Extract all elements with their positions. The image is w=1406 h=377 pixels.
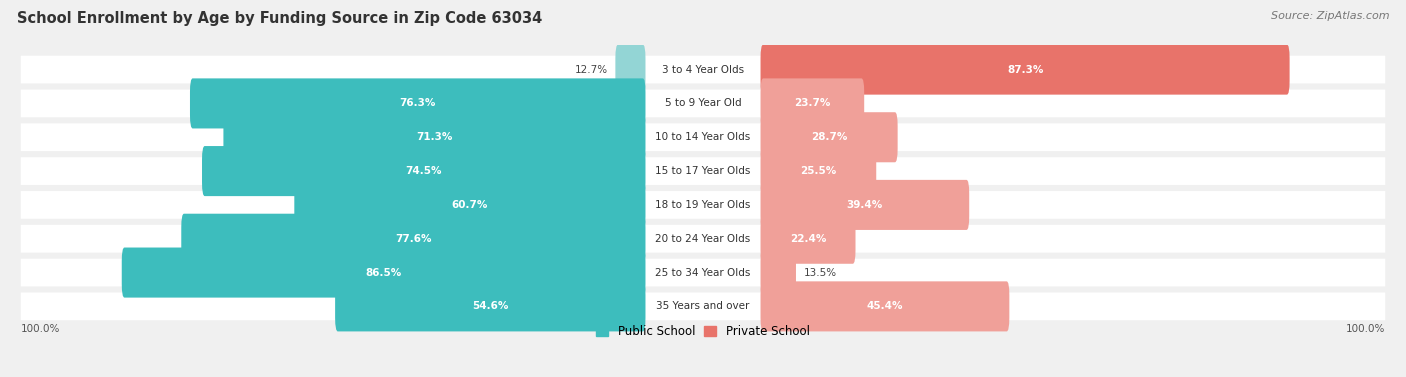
Text: 5 to 9 Year Old: 5 to 9 Year Old [665, 98, 741, 109]
FancyBboxPatch shape [21, 259, 1385, 287]
Text: 35 Years and over: 35 Years and over [657, 301, 749, 311]
Text: 15 to 17 Year Olds: 15 to 17 Year Olds [655, 166, 751, 176]
Text: 10 to 14 Year Olds: 10 to 14 Year Olds [655, 132, 751, 142]
Text: 74.5%: 74.5% [405, 166, 441, 176]
FancyBboxPatch shape [122, 248, 645, 297]
Text: 54.6%: 54.6% [472, 301, 509, 311]
FancyBboxPatch shape [761, 248, 796, 297]
FancyBboxPatch shape [190, 78, 645, 129]
FancyBboxPatch shape [761, 44, 1289, 95]
Text: 25 to 34 Year Olds: 25 to 34 Year Olds [655, 268, 751, 277]
FancyBboxPatch shape [21, 225, 1385, 253]
FancyBboxPatch shape [616, 44, 645, 95]
Text: 28.7%: 28.7% [811, 132, 848, 142]
FancyBboxPatch shape [21, 191, 1385, 219]
Text: 87.3%: 87.3% [1007, 64, 1043, 75]
Text: 39.4%: 39.4% [846, 200, 883, 210]
Text: 60.7%: 60.7% [451, 200, 488, 210]
FancyBboxPatch shape [21, 90, 1385, 117]
Text: 86.5%: 86.5% [366, 268, 402, 277]
Text: 25.5%: 25.5% [800, 166, 837, 176]
Text: Source: ZipAtlas.com: Source: ZipAtlas.com [1271, 11, 1389, 21]
FancyBboxPatch shape [181, 214, 645, 264]
FancyBboxPatch shape [761, 281, 1010, 331]
FancyBboxPatch shape [294, 180, 645, 230]
Text: 20 to 24 Year Olds: 20 to 24 Year Olds [655, 234, 751, 244]
FancyBboxPatch shape [21, 123, 1385, 151]
Text: 45.4%: 45.4% [866, 301, 903, 311]
Text: 76.3%: 76.3% [399, 98, 436, 109]
FancyBboxPatch shape [224, 112, 645, 162]
FancyBboxPatch shape [335, 281, 645, 331]
FancyBboxPatch shape [21, 157, 1385, 185]
Text: 22.4%: 22.4% [790, 234, 827, 244]
Text: 71.3%: 71.3% [416, 132, 453, 142]
FancyBboxPatch shape [21, 293, 1385, 320]
Legend: Public School, Private School: Public School, Private School [592, 320, 814, 343]
FancyBboxPatch shape [761, 112, 897, 162]
FancyBboxPatch shape [761, 214, 855, 264]
Text: 23.7%: 23.7% [794, 98, 831, 109]
Text: 77.6%: 77.6% [395, 234, 432, 244]
Text: 100.0%: 100.0% [21, 324, 60, 334]
Text: 100.0%: 100.0% [1346, 324, 1385, 334]
FancyBboxPatch shape [202, 146, 645, 196]
Text: 13.5%: 13.5% [803, 268, 837, 277]
FancyBboxPatch shape [761, 180, 969, 230]
Text: School Enrollment by Age by Funding Source in Zip Code 63034: School Enrollment by Age by Funding Sour… [17, 11, 543, 26]
FancyBboxPatch shape [761, 78, 865, 129]
Text: 18 to 19 Year Olds: 18 to 19 Year Olds [655, 200, 751, 210]
Text: 3 to 4 Year Olds: 3 to 4 Year Olds [662, 64, 744, 75]
FancyBboxPatch shape [21, 56, 1385, 83]
Text: 12.7%: 12.7% [575, 64, 607, 75]
FancyBboxPatch shape [761, 146, 876, 196]
